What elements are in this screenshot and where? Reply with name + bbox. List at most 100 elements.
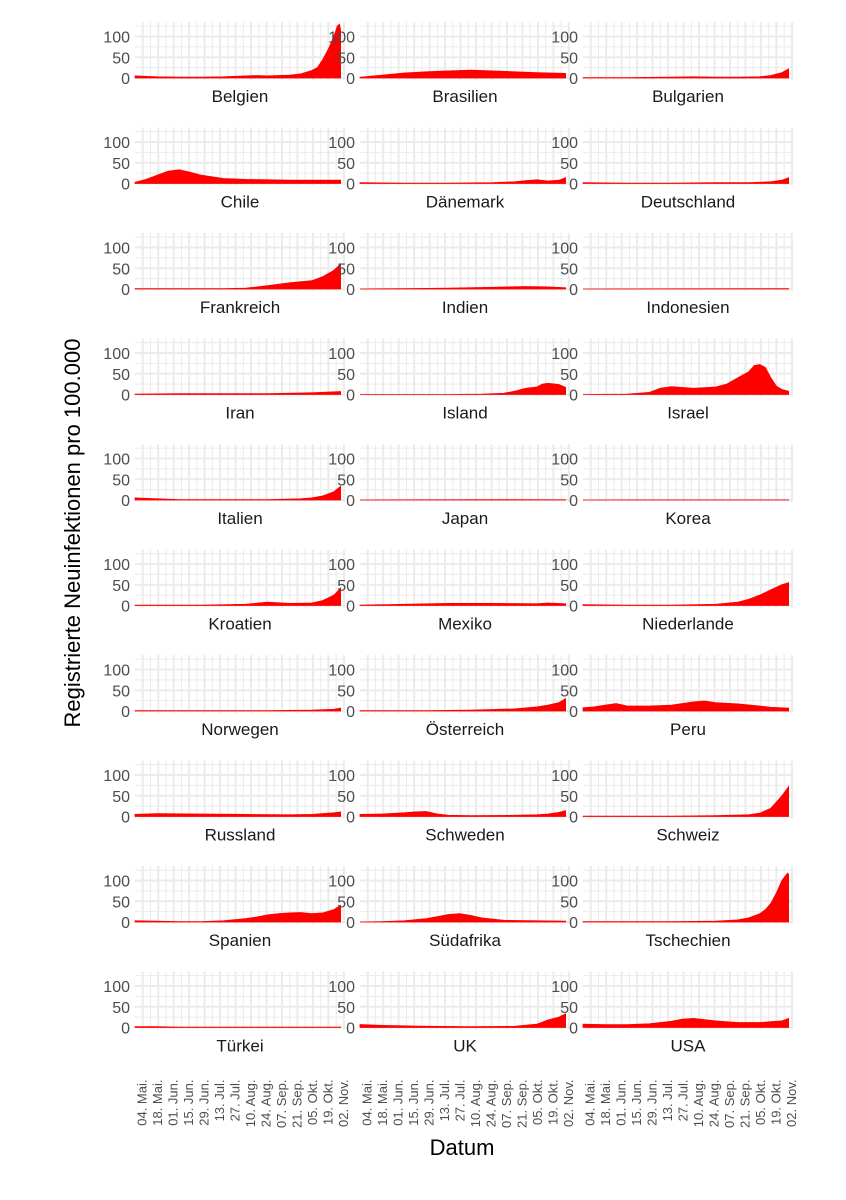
facet-label: Korea: [665, 509, 711, 528]
panel: 0 50 100 Japan: [328, 444, 570, 528]
facet-label: Tschechien: [645, 931, 730, 950]
y-tick-label: 50: [112, 50, 130, 67]
facet-label: Frankreich: [200, 298, 280, 317]
series-area: [134, 587, 341, 606]
x-tick-label: 27. Jul.: [228, 1080, 243, 1122]
y-tick-label: 50: [337, 578, 355, 595]
x-tick-label: 10. Aug.: [691, 1080, 706, 1128]
facet-label: Indien: [442, 298, 488, 317]
x-tick-label: 02. Nov.: [784, 1080, 799, 1127]
y-tick-label: 50: [112, 683, 130, 700]
series-area: [582, 68, 789, 79]
facet-label: Deutschland: [641, 193, 736, 212]
facet-label: Island: [442, 404, 487, 423]
panel-background: [135, 549, 345, 608]
y-tick-label: 100: [103, 557, 130, 574]
panel: 0 50 100 Belgien: [103, 22, 345, 106]
x-tick-label: 13. Jul.: [660, 1080, 675, 1122]
panel-background: [360, 760, 570, 819]
x-tick-label: 24. Aug.: [259, 1080, 274, 1128]
facet-label: Israel: [667, 404, 709, 423]
facet-label: UK: [453, 1037, 477, 1056]
series-area: [134, 707, 341, 712]
y-tick-label: 0: [346, 177, 355, 194]
y-tick-label: 50: [560, 156, 578, 173]
panel-background: [583, 233, 793, 291]
y-tick-label: 100: [103, 30, 130, 47]
panel: 0 50 100 Südafrika: [328, 866, 570, 950]
panel: 0 50 100 Island: [328, 338, 570, 423]
y-tick-label: 50: [112, 789, 130, 806]
y-tick-label: 0: [121, 388, 130, 405]
panel: 0 50 100 Mexiko: [328, 549, 570, 634]
y-tick-label: 50: [112, 1000, 130, 1017]
panel: 0 50 100 Bulgarien: [551, 22, 793, 106]
series-area: [134, 169, 341, 184]
series-area: [359, 286, 566, 290]
x-tick-label: 07. Sep.: [274, 1080, 289, 1128]
y-tick-label: 50: [112, 261, 130, 278]
y-tick-label: 100: [551, 768, 578, 785]
panel-background: [360, 127, 570, 186]
y-tick-label: 100: [328, 346, 355, 363]
panel-background: [135, 760, 345, 819]
panel-background: [135, 971, 345, 1030]
y-tick-label: 0: [569, 282, 578, 299]
x-tick-label: 01. Jun.: [166, 1080, 181, 1126]
y-tick-label: 100: [551, 346, 578, 363]
y-tick-label: 100: [328, 663, 355, 680]
y-tick-label: 50: [560, 261, 578, 278]
facet-label: Japan: [442, 509, 488, 528]
y-tick-label: 50: [560, 1000, 578, 1017]
facet-label: Indonesien: [646, 298, 729, 317]
y-tick-label: 50: [112, 894, 130, 911]
y-tick-label: 100: [551, 30, 578, 47]
y-tick-label: 0: [121, 599, 130, 616]
y-tick-label: 0: [121, 71, 130, 88]
panel-background: [360, 233, 570, 291]
y-tick-label: 50: [112, 578, 130, 595]
y-tick-label: 50: [560, 50, 578, 67]
y-tick-label: 0: [346, 493, 355, 510]
panel: 0 50 100 Russland: [103, 760, 345, 845]
y-tick-label: 0: [346, 388, 355, 405]
y-tick-label: 50: [337, 472, 355, 489]
x-tick-label: 01. Jun.: [614, 1080, 629, 1126]
panel: 0 50 100 Chile: [103, 127, 345, 212]
x-tick-label: 07. Sep.: [499, 1080, 514, 1128]
series-area: [134, 811, 341, 817]
y-tick-label: 100: [103, 979, 130, 996]
panel: 0 50 100 Korea: [551, 444, 793, 528]
facet-label: Belgien: [212, 87, 269, 106]
panel: 0 50 100 Kroatien: [103, 549, 345, 634]
y-tick-label: 0: [569, 71, 578, 88]
facet-label: Dänemark: [426, 193, 505, 212]
x-tick-label: 29. Jun.: [422, 1080, 437, 1126]
y-tick-label: 100: [103, 452, 130, 469]
panel: 0 50 100 Deutschland: [551, 127, 793, 212]
series-area: [359, 913, 566, 923]
x-tick-label: 15. Jun.: [406, 1080, 421, 1126]
y-tick-label: 0: [346, 704, 355, 721]
x-tick-label: 05. Okt.: [530, 1080, 545, 1126]
y-tick-label: 50: [112, 156, 130, 173]
facet-label: Chile: [221, 193, 260, 212]
y-tick-label: 50: [337, 683, 355, 700]
y-tick-label: 50: [337, 367, 355, 384]
panel: 0 50 100 Schweiz: [551, 760, 793, 845]
x-tick-label: 13. Jul.: [212, 1080, 227, 1122]
y-tick-label: 0: [346, 282, 355, 299]
y-tick-label: 0: [569, 1021, 578, 1038]
series-area: [582, 872, 789, 923]
y-tick-label: 100: [328, 30, 355, 47]
panel: 0 50 100 Dänemark: [328, 127, 570, 212]
facet-label: USA: [671, 1037, 707, 1056]
facet-label: Österreich: [426, 720, 504, 739]
y-tick-label: 50: [560, 472, 578, 489]
series-area: [134, 391, 341, 395]
facet-label: Niederlande: [642, 615, 734, 634]
x-tick-label: 19. Okt.: [768, 1080, 783, 1126]
y-tick-label: 0: [346, 1021, 355, 1038]
panel-background: [360, 971, 570, 1030]
panel: 0 50 100 USA: [551, 971, 793, 1056]
